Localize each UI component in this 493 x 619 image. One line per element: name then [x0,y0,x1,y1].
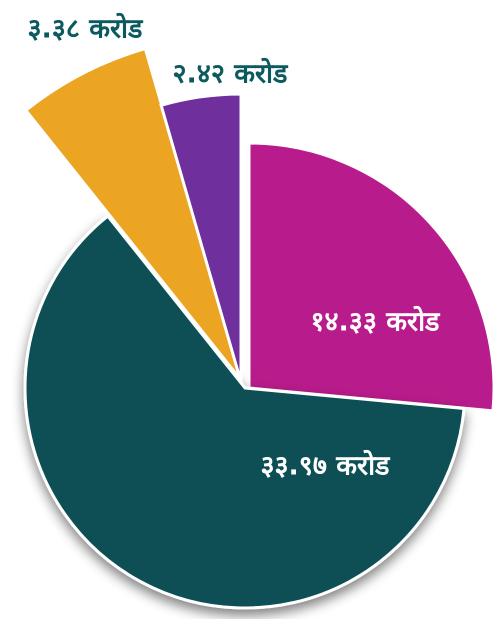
slice-label: ३३.९७ करोड [260,450,391,482]
pie-slice [23,213,466,610]
pie-slice [159,92,243,383]
slice-label: २.४२ करोड [173,58,290,90]
slice-label: ३.३८ करोड [28,13,145,45]
pie-slice [23,46,243,381]
slice-label: १४.३३ करोड [310,306,441,338]
pie-slice [247,141,493,413]
